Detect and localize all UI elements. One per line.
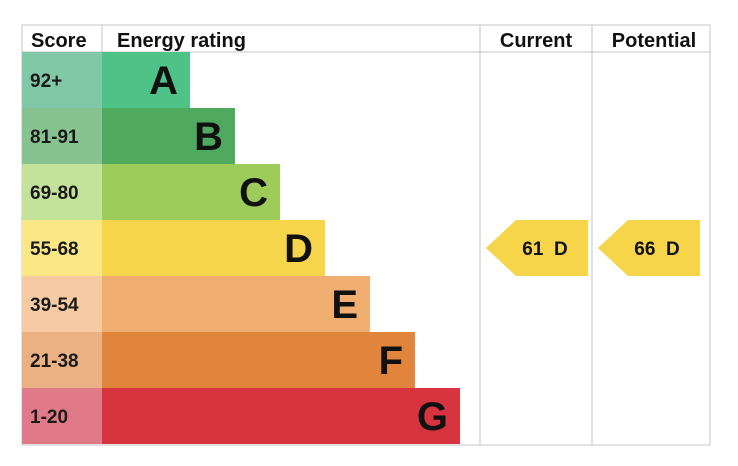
header-potential: Potential (612, 30, 696, 52)
score-range-c: 69-80 (30, 183, 79, 204)
potential-rating-label: 66 D (634, 239, 679, 260)
rating-bands: 92+ A 81-91 B 69-80 C 55-68 D 39-54 E 21-38 F 1-20 G (22, 52, 460, 444)
score-range-g: 1-20 (30, 407, 68, 428)
score-cell-e (22, 276, 102, 332)
band-bar-d (102, 220, 325, 276)
band-letter-f: F (379, 339, 403, 383)
score-range-a: 92+ (30, 71, 62, 92)
band-bar-f (102, 332, 415, 388)
header-current: Current (500, 30, 573, 52)
band-letter-e: E (331, 283, 358, 327)
band-letter-a: A (149, 59, 178, 103)
band-letter-g: G (417, 395, 448, 439)
band-bar-g (102, 388, 460, 444)
score-cell-d (22, 220, 102, 276)
header-energy-rating: Energy rating (117, 30, 246, 52)
score-cell-b (22, 108, 102, 164)
rating-arrows: 61 D 66 D (486, 220, 700, 276)
band-letter-b: B (194, 115, 223, 159)
potential-arrow (598, 220, 700, 276)
score-cell-f (22, 332, 102, 388)
band-bar-b (102, 108, 235, 164)
current-arrow (486, 220, 588, 276)
band-bar-e (102, 276, 370, 332)
score-cell-g (22, 388, 102, 444)
score-range-d: 55-68 (30, 239, 79, 260)
header-score: Score (31, 30, 87, 52)
band-letter-d: D (284, 227, 313, 271)
current-rating-label: 61 D (522, 239, 567, 260)
score-cell-c (22, 164, 102, 220)
band-letter-c: C (239, 171, 268, 215)
band-bar-c (102, 164, 280, 220)
score-range-e: 39-54 (30, 295, 79, 316)
score-range-b: 81-91 (30, 127, 79, 148)
score-cell-a (22, 52, 102, 108)
score-range-f: 21-38 (30, 351, 79, 372)
band-bar-a (102, 52, 190, 108)
